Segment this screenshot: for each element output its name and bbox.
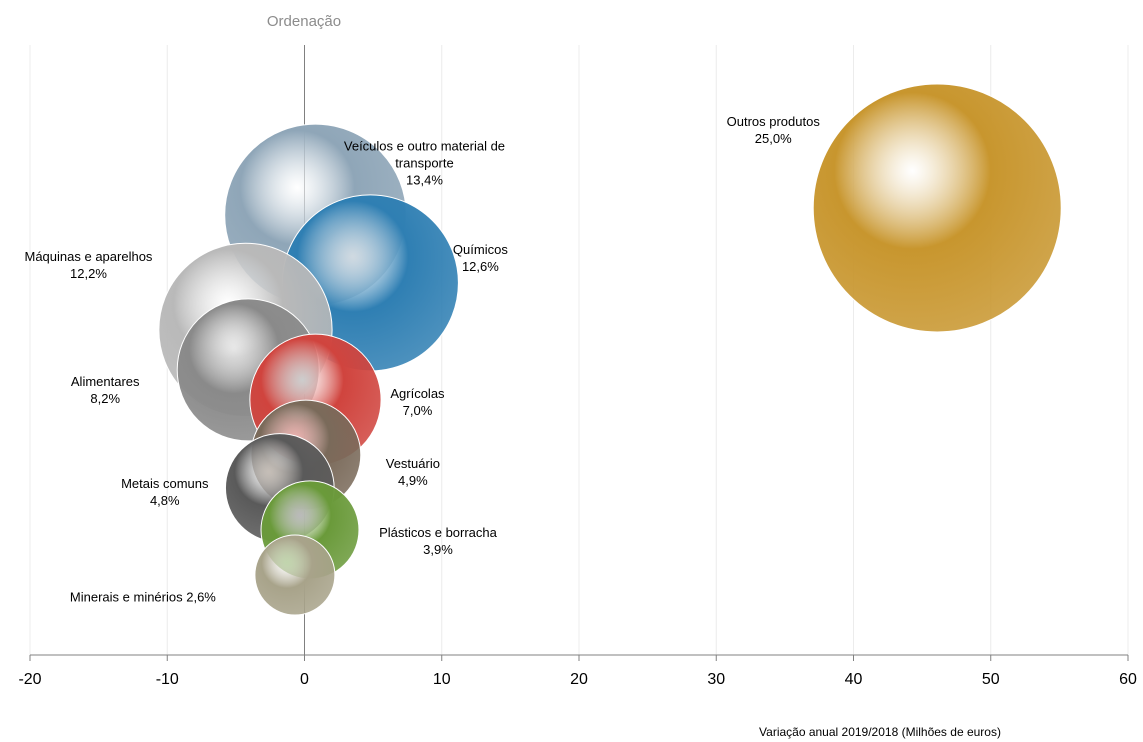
x-tick-label: 30 — [707, 671, 725, 688]
value-label: 7,0% — [402, 402, 433, 418]
x-tick-label: 50 — [982, 671, 1000, 688]
value-label: 12,6% — [461, 258, 499, 274]
y-axis-title: Ordenação — [267, 13, 341, 30]
bubble-name: Veículos e outro material de transporte — [343, 138, 506, 171]
bubble-name: Vestuário — [385, 455, 440, 471]
bubble-name: Máquinas e aparelhos — [24, 248, 153, 264]
value-label: 13,4% — [406, 172, 443, 188]
x-tick-label: 0 — [300, 671, 309, 688]
bubble-label: Plásticos e borracha 3,9% — [328, 524, 548, 558]
bubble-label: Agrícolas 7,0% — [307, 385, 527, 419]
value-label: 12,2% — [70, 265, 107, 281]
bubble — [254, 534, 336, 616]
bubble-label: Máquinas e aparelhos 12,2% — [0, 248, 198, 282]
bubble-name: Plásticos e borracha — [379, 524, 497, 540]
bubble-label: Vestuário 4,9% — [303, 455, 523, 489]
bubble-label: Químicos 12,6% — [370, 241, 590, 275]
bubble-label: Metais comuns 4,8% — [55, 475, 275, 509]
value-label: 4,9% — [398, 472, 428, 488]
value-label: 2,6% — [186, 589, 216, 605]
bubble-label: Outros produtos 25,0% — [663, 113, 883, 147]
bubble-label: Minerais e minérios 2,6% — [33, 588, 253, 605]
x-tick-label: -20 — [18, 671, 41, 688]
bubble-name: Minerais e minérios — [69, 589, 183, 605]
bubble-name: Agrícolas — [390, 385, 445, 401]
value-label: 4,8% — [149, 492, 180, 508]
bubble — [812, 83, 1062, 333]
x-tick-label: 20 — [570, 671, 588, 688]
value-label: 25,0% — [754, 130, 792, 146]
bubble-label: Veículos e outro material de transporte 1… — [314, 137, 534, 188]
bubble-name: Outros produtos — [726, 113, 820, 129]
bubble-name: Químicos — [452, 241, 508, 257]
bubble-name: Alimentares — [70, 373, 140, 389]
x-tick-label: 10 — [433, 671, 451, 688]
bubble-name: Metais comuns — [121, 475, 209, 491]
value-label: 3,9% — [423, 541, 453, 557]
bubble-label: Alimentares 8,2% — [0, 373, 215, 407]
x-tick-label: -10 — [156, 671, 179, 688]
x-axis-title: Variação anual 2019/2018 (Milhões de eur… — [759, 725, 1001, 739]
x-tick-label: 60 — [1119, 671, 1137, 688]
value-label: 8,2% — [90, 390, 121, 406]
x-tick-label: 40 — [845, 671, 863, 688]
